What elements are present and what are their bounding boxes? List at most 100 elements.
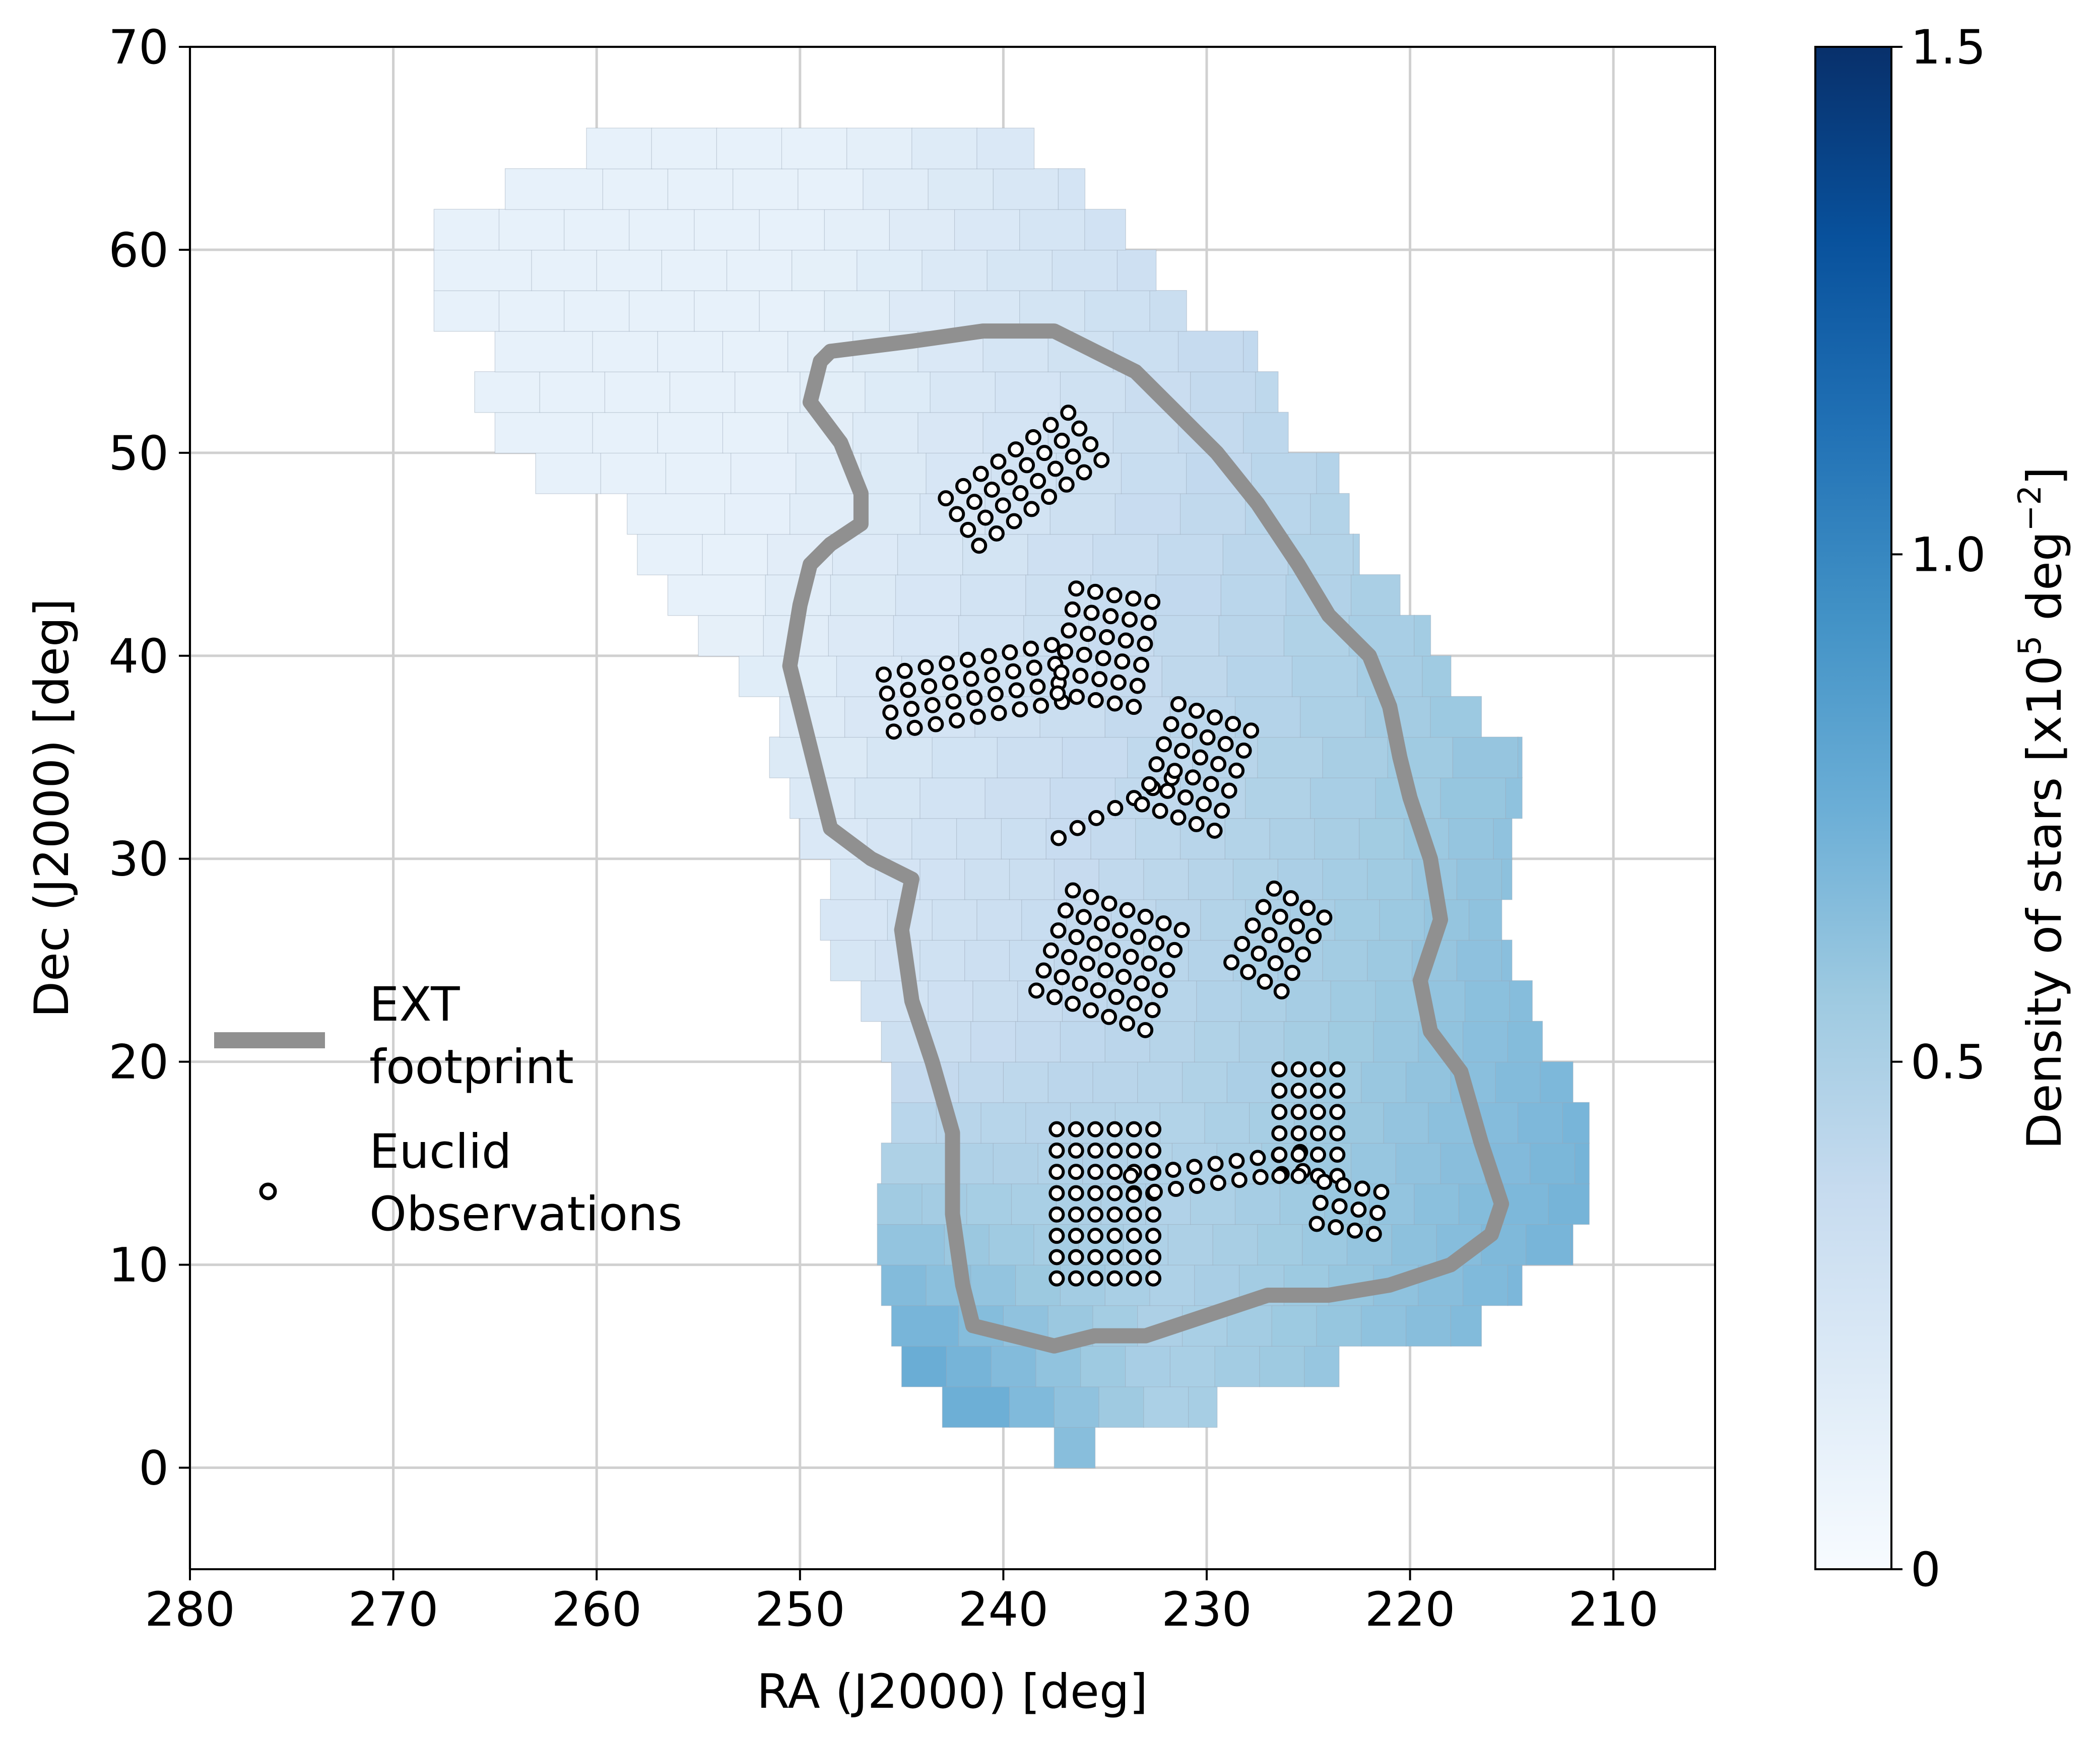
- observation-point: [1148, 935, 1165, 952]
- observation-point: [1214, 802, 1230, 819]
- density-cell: [1188, 858, 1234, 900]
- observation-point: [1133, 656, 1150, 673]
- density-cell: [980, 1102, 1026, 1144]
- observation-point: [1114, 653, 1131, 670]
- colorbar-tick-label: 1.5: [1911, 20, 1986, 75]
- density-cell: [1526, 1224, 1571, 1265]
- density-cell: [494, 412, 594, 454]
- observation-point: [1104, 942, 1121, 959]
- observation-point: [1308, 1216, 1325, 1232]
- observation-point: [1290, 1168, 1307, 1184]
- density-cell: [1092, 533, 1159, 575]
- density-cell: [798, 168, 864, 210]
- observation-point: [1093, 915, 1110, 932]
- density-cell: [535, 452, 602, 494]
- observation-point: [1140, 615, 1157, 631]
- observation-point: [1054, 432, 1070, 449]
- density-cell: [1226, 655, 1293, 697]
- density-cell: [1359, 818, 1405, 859]
- density-cell: [828, 615, 894, 657]
- density-cell: [1314, 818, 1360, 859]
- legend: EXT footprint Euclid Observations: [214, 977, 682, 1242]
- observation-point: [1126, 1206, 1142, 1223]
- density-cell: [881, 1264, 927, 1306]
- density-cell: [1291, 655, 1358, 697]
- observation-point: [1243, 722, 1260, 739]
- observation-point: [1086, 935, 1103, 952]
- density-cell: [942, 1386, 1010, 1428]
- observation-point: [971, 538, 988, 554]
- y-axis: 0 10 20 30 40 50 60 70: [108, 20, 190, 1496]
- density-cell: [970, 1021, 1016, 1062]
- density-cell: [991, 1346, 1037, 1387]
- density-cell: [1367, 940, 1413, 981]
- density-cell: [1328, 1021, 1374, 1062]
- density-cell: [724, 493, 791, 535]
- density-cell: [1316, 452, 1340, 494]
- density-cell: [1135, 818, 1181, 859]
- density-cell: [1448, 818, 1494, 859]
- density-cell: [1507, 1264, 1523, 1306]
- density-cell: [627, 493, 726, 535]
- observation-point: [1072, 975, 1088, 992]
- density-cell: [1062, 737, 1128, 778]
- density-cell: [1501, 858, 1513, 900]
- colorbar-label-mid: deg: [2017, 531, 2072, 636]
- density-cell: [1153, 615, 1220, 657]
- observation-point: [1115, 969, 1132, 985]
- observation-point: [1047, 460, 1064, 477]
- density-cell: [995, 371, 1061, 413]
- density-cell: [1025, 574, 1092, 616]
- observation-point: [1048, 1249, 1065, 1265]
- density-cell: [1505, 777, 1523, 819]
- y-tick-label: 50: [108, 426, 169, 481]
- density-cell: [730, 452, 797, 494]
- density-cell: [1507, 1021, 1543, 1062]
- density-cell: [1322, 737, 1389, 778]
- observation-point: [1046, 989, 1063, 1006]
- observation-point: [1036, 445, 1053, 461]
- observation-point: [1207, 1156, 1224, 1172]
- density-cell: [1350, 1143, 1397, 1184]
- observation-point: [1069, 689, 1085, 705]
- density-cell: [830, 574, 896, 616]
- density-cell: [504, 168, 604, 210]
- density-cell: [891, 1102, 937, 1144]
- observation-point: [1225, 716, 1241, 732]
- observation-point: [1271, 1125, 1288, 1142]
- density-cell: [964, 940, 1010, 981]
- observation-point: [1130, 928, 1147, 945]
- density-cell: [1194, 1021, 1240, 1062]
- density-cell: [637, 533, 703, 575]
- observation-point: [939, 655, 955, 672]
- observation-point: [1185, 769, 1201, 786]
- observation-point: [1101, 895, 1118, 912]
- density-cell: [494, 330, 594, 372]
- density-cell: [1361, 1305, 1407, 1347]
- observation-point: [1050, 922, 1067, 939]
- observation-point: [1271, 1147, 1288, 1163]
- density-cell: [1395, 1143, 1441, 1184]
- observation-point: [1126, 995, 1143, 1012]
- density-cell: [857, 249, 923, 291]
- observation-point: [1278, 936, 1294, 953]
- observation-point: [1068, 580, 1085, 597]
- density-cell: [759, 209, 825, 251]
- density-cell: [1310, 493, 1350, 535]
- density-cell: [1375, 980, 1421, 1022]
- density-cell: [824, 209, 890, 251]
- density-cell: [1422, 655, 1452, 697]
- density-cell: [863, 168, 929, 210]
- observation-point: [1335, 1177, 1351, 1193]
- observation-point: [1068, 1228, 1084, 1244]
- observation-point: [1329, 1104, 1346, 1120]
- density-cell: [1462, 1021, 1508, 1062]
- observation-point: [1048, 1164, 1065, 1180]
- observation-point: [924, 697, 941, 713]
- footprint-outline: [782, 323, 1510, 1354]
- observation-point: [1316, 909, 1333, 926]
- observation-point: [1145, 1228, 1162, 1244]
- density-cell: [1019, 209, 1086, 251]
- density-cell: [1177, 330, 1244, 372]
- observation-point: [1196, 796, 1212, 813]
